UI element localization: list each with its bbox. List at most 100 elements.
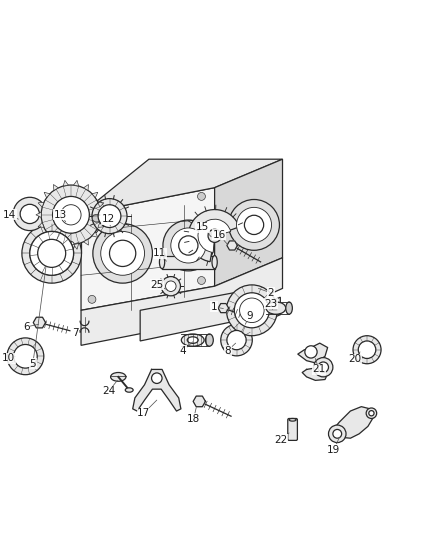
Text: 24: 24	[102, 381, 117, 397]
Circle shape	[221, 324, 252, 356]
Ellipse shape	[159, 255, 165, 269]
Ellipse shape	[110, 373, 126, 381]
Circle shape	[240, 298, 264, 322]
Circle shape	[110, 240, 136, 266]
Circle shape	[353, 336, 381, 364]
Circle shape	[88, 295, 96, 303]
Circle shape	[101, 231, 145, 275]
Polygon shape	[193, 396, 205, 407]
Circle shape	[163, 220, 214, 271]
Text: 19: 19	[327, 437, 340, 455]
Polygon shape	[38, 222, 44, 228]
Wedge shape	[198, 219, 231, 253]
Circle shape	[179, 236, 198, 255]
Polygon shape	[98, 202, 104, 207]
Polygon shape	[133, 369, 181, 411]
Circle shape	[198, 192, 205, 200]
Circle shape	[314, 358, 333, 377]
Text: 21: 21	[312, 359, 325, 374]
Ellipse shape	[289, 418, 296, 421]
Circle shape	[38, 239, 66, 268]
Circle shape	[66, 241, 74, 250]
Polygon shape	[218, 304, 229, 313]
Polygon shape	[53, 184, 58, 190]
Circle shape	[161, 277, 180, 296]
Polygon shape	[302, 367, 328, 381]
Circle shape	[198, 277, 205, 285]
Text: 10: 10	[2, 353, 15, 364]
Polygon shape	[44, 192, 50, 198]
Polygon shape	[298, 343, 328, 363]
Polygon shape	[70, 238, 81, 253]
Circle shape	[166, 281, 176, 292]
Polygon shape	[38, 202, 44, 207]
Circle shape	[20, 204, 39, 223]
Circle shape	[7, 338, 44, 375]
Circle shape	[92, 199, 127, 233]
Circle shape	[53, 197, 89, 233]
Text: 16: 16	[212, 230, 228, 245]
Polygon shape	[33, 317, 46, 328]
Polygon shape	[53, 239, 58, 245]
Circle shape	[13, 197, 46, 231]
Circle shape	[318, 362, 328, 373]
Polygon shape	[84, 184, 88, 190]
Text: 11: 11	[153, 248, 166, 261]
Circle shape	[30, 231, 74, 275]
Ellipse shape	[286, 302, 293, 314]
Polygon shape	[332, 407, 373, 438]
Text: 23: 23	[264, 298, 277, 310]
Polygon shape	[101, 212, 106, 217]
Circle shape	[14, 344, 37, 368]
Text: 22: 22	[275, 433, 289, 445]
Circle shape	[234, 293, 269, 328]
Text: 14: 14	[3, 210, 18, 220]
Polygon shape	[63, 180, 68, 186]
Circle shape	[333, 430, 342, 438]
Polygon shape	[98, 222, 104, 228]
Circle shape	[41, 185, 101, 245]
Polygon shape	[44, 232, 50, 237]
Polygon shape	[36, 212, 41, 217]
Circle shape	[229, 199, 279, 251]
Text: 5: 5	[29, 266, 46, 369]
Polygon shape	[74, 244, 79, 249]
Text: 15: 15	[196, 222, 211, 237]
Circle shape	[366, 408, 377, 418]
Circle shape	[93, 223, 152, 283]
Ellipse shape	[266, 302, 286, 314]
Circle shape	[328, 425, 346, 442]
Polygon shape	[92, 232, 98, 237]
Circle shape	[358, 341, 376, 359]
Circle shape	[22, 223, 81, 283]
Polygon shape	[84, 239, 88, 245]
Polygon shape	[81, 188, 215, 310]
Ellipse shape	[205, 334, 213, 346]
Circle shape	[237, 207, 272, 243]
Polygon shape	[227, 241, 237, 250]
Wedge shape	[188, 209, 239, 262]
FancyBboxPatch shape	[288, 418, 297, 440]
Polygon shape	[215, 159, 283, 286]
Text: 25: 25	[150, 280, 167, 290]
Text: 12: 12	[102, 214, 115, 226]
Ellipse shape	[212, 255, 217, 269]
Circle shape	[227, 330, 246, 350]
Ellipse shape	[181, 334, 204, 346]
Text: 13: 13	[54, 210, 67, 222]
Circle shape	[305, 346, 317, 358]
Circle shape	[61, 205, 81, 225]
Polygon shape	[92, 192, 98, 198]
Ellipse shape	[187, 337, 198, 343]
Circle shape	[208, 229, 221, 243]
Text: 18: 18	[187, 408, 200, 424]
Circle shape	[30, 231, 74, 275]
Text: 17: 17	[137, 400, 157, 418]
Ellipse shape	[125, 388, 133, 392]
Circle shape	[226, 285, 277, 336]
Text: 2: 2	[258, 288, 274, 298]
Text: 4: 4	[180, 342, 193, 356]
Polygon shape	[162, 255, 215, 269]
Circle shape	[244, 215, 264, 235]
Text: 9: 9	[245, 311, 253, 324]
